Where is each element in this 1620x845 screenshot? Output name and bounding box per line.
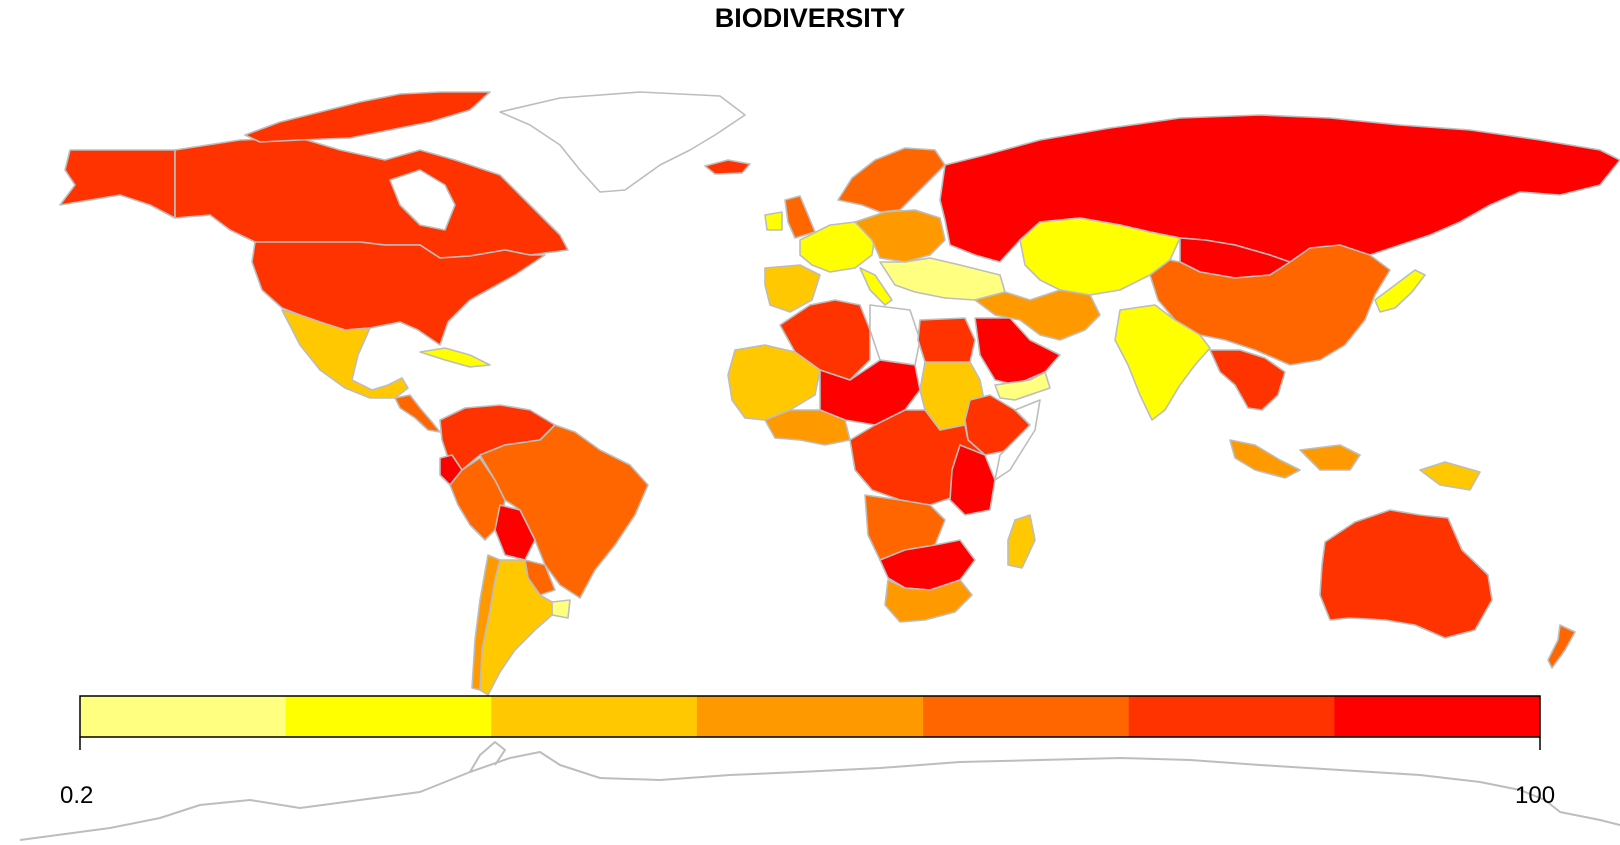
legend-bin-0	[80, 696, 287, 737]
region-italy	[859, 267, 893, 306]
region-mexico	[281, 309, 409, 399]
region-chile	[471, 554, 501, 691]
legend-max-label: 100	[1515, 782, 1556, 809]
antarctica-coastline	[19, 751, 1620, 841]
region-southern-africa	[879, 539, 976, 591]
legend-bin-3	[696, 696, 924, 737]
region-alaska	[59, 149, 176, 219]
legend-bin-4	[923, 696, 1130, 737]
region-iceland	[704, 159, 751, 175]
region-arctic-islands	[244, 91, 491, 143]
region-hudson-bay	[389, 169, 456, 231]
legend-frame	[79, 695, 1541, 738]
region-libya	[869, 304, 921, 366]
region-somalia	[994, 399, 1041, 481]
region-ireland	[764, 211, 783, 231]
region-middle-east	[974, 289, 1101, 341]
region-uk	[784, 195, 816, 239]
region-madagascar	[1007, 514, 1036, 569]
region-china	[1149, 244, 1391, 366]
region-new-zealand	[1547, 624, 1576, 669]
legend-bin-1	[285, 696, 492, 737]
region-greenland	[499, 91, 746, 193]
region-central-america	[394, 394, 441, 433]
region-east-africa	[949, 444, 996, 516]
region-australia	[1319, 509, 1493, 639]
antarctic-peninsula	[469, 741, 506, 773]
region-southeast-asia	[1209, 349, 1286, 411]
region-japan	[1374, 269, 1426, 313]
region-balkans-turkey	[879, 257, 1006, 301]
region-canada	[174, 137, 569, 259]
region-western-europe	[799, 221, 876, 273]
legend-bin-2	[491, 696, 698, 737]
region-scandinavia	[837, 147, 946, 213]
map-title: BIODIVERSITY	[714, 3, 906, 33]
region-papua	[1419, 461, 1481, 491]
legend-bin-5	[1128, 696, 1335, 737]
region-yemen	[994, 371, 1051, 401]
region-egypt	[917, 317, 976, 363]
region-iberia	[764, 264, 821, 313]
region-indonesia	[1229, 439, 1361, 479]
legend-bin-6	[1334, 696, 1541, 737]
legend-min-label: 0.2	[60, 782, 94, 809]
region-caribbean	[419, 347, 491, 368]
region-uruguay	[551, 599, 571, 619]
legend-colorbar	[79, 695, 1541, 750]
region-central-europe	[854, 209, 946, 263]
region-india	[1114, 304, 1211, 421]
region-south-africa	[884, 579, 973, 623]
